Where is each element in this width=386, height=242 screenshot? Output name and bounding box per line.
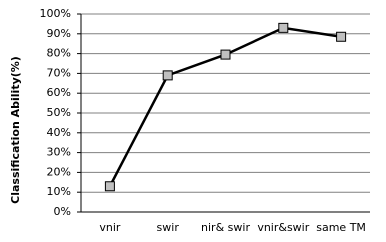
marker bbox=[220, 49, 231, 60]
y-tick-label: 80% bbox=[47, 47, 71, 60]
marker bbox=[278, 22, 289, 33]
y-axis-label: Classification Ability(%) bbox=[9, 56, 22, 204]
marker bbox=[104, 181, 115, 192]
y-tick-label: 20% bbox=[47, 165, 71, 178]
y-tick-label: 70% bbox=[47, 66, 71, 79]
y-tick-label: 10% bbox=[47, 185, 71, 198]
x-tick-label: swir bbox=[157, 221, 180, 234]
x-tick-label: same TM bbox=[316, 221, 366, 234]
y-tick-label: 30% bbox=[47, 146, 71, 159]
y-tick-label: 50% bbox=[47, 106, 71, 119]
x-tick-label: vnir&swir bbox=[257, 221, 309, 234]
marker bbox=[162, 70, 173, 81]
x-tick-label: vnir bbox=[99, 221, 121, 234]
y-tick-label: 60% bbox=[47, 86, 71, 99]
y-tick-label: 100% bbox=[40, 7, 71, 20]
x-tick-label: nir& swir bbox=[201, 221, 250, 234]
y-tick-label: 0% bbox=[54, 205, 71, 218]
marker bbox=[336, 31, 347, 42]
y-tick-label: 90% bbox=[47, 27, 71, 40]
y-tick-label: 40% bbox=[47, 126, 71, 139]
